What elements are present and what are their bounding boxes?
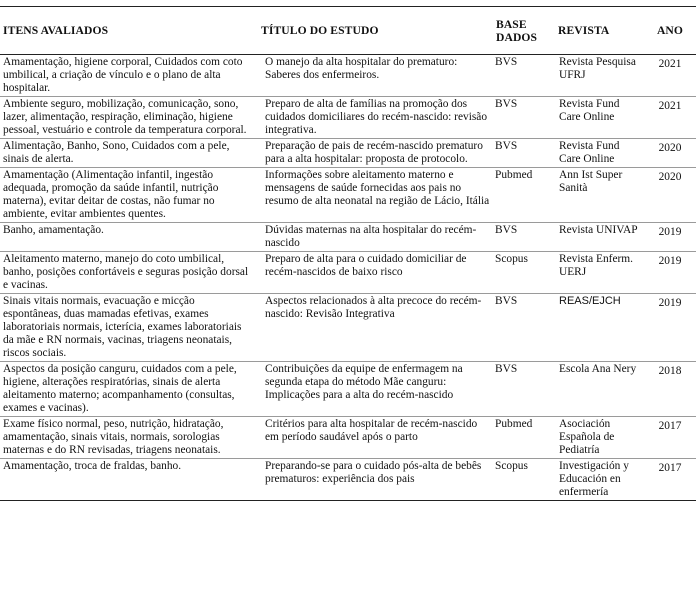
table-header-row: ITENS AVALIADOS TÍTULO DO ESTUDO BASE DA… <box>0 6 696 55</box>
cell-titulo: Preparação de pais de recém-nascido prem… <box>265 140 483 165</box>
header-ano: ANO <box>656 24 684 37</box>
cell-ano: 2020 <box>658 142 682 154</box>
cell-revista: Escola Ana Nery <box>559 363 637 375</box>
cell-ano: 2021 <box>658 58 682 70</box>
cell-base: BVS <box>495 140 518 152</box>
table-body: Amamentação, higiene corporal, Cuidados … <box>0 55 696 501</box>
cell-titulo: Preparo de alta de famílias na promoção … <box>265 98 488 136</box>
table-row: Banho, amamentação. Dúvidas maternas na a… <box>0 223 696 252</box>
header-itens: ITENS AVALIADOS <box>3 24 109 37</box>
cell-base: BVS <box>495 98 518 110</box>
cell-titulo: Aspectos relacionados à alta precoce do … <box>265 295 482 320</box>
cell-revista: Asociación Española de Pediatría <box>559 418 615 456</box>
table-row: Aleitamento materno, manejo do coto umbi… <box>0 252 696 294</box>
cell-base: Scopus <box>495 253 528 265</box>
cell-revista: REAS/EJCH <box>559 295 621 307</box>
cell-base: BVS <box>495 56 518 68</box>
cell-ano: 2017 <box>658 462 682 474</box>
cell-itens: Aleitamento materno, manejo do coto umbi… <box>3 253 249 291</box>
cell-itens: Alimentação, Banho, Sono, Cuidados com a… <box>3 140 230 165</box>
cell-ano: 2018 <box>658 365 682 377</box>
cell-ano: 2019 <box>658 255 682 267</box>
cell-ano: 2021 <box>658 100 682 112</box>
cell-itens: Amamentação, higiene corporal, Cuidados … <box>3 56 243 94</box>
table-row: Ambiente seguro, mobilização, comunicaçã… <box>0 97 696 139</box>
cell-base: Scopus <box>495 460 528 472</box>
cell-revista: Revista UNIVAP <box>559 224 638 236</box>
cell-itens: Exame físico normal, peso, nutrição, hid… <box>3 418 224 456</box>
cell-titulo: Dúvidas maternas na alta hospitalar do r… <box>265 224 477 249</box>
table-row: Exame físico normal, peso, nutrição, hid… <box>0 417 696 459</box>
cell-base: BVS <box>495 363 518 375</box>
cell-base: BVS <box>495 224 518 236</box>
table-row: Amamentação (Alimentação infantil, inges… <box>0 168 696 223</box>
cell-itens: Ambiente seguro, mobilização, comunicaçã… <box>3 98 247 136</box>
cell-titulo: Preparo de alta para o cuidado domicilia… <box>265 253 467 278</box>
cell-ano: 2017 <box>658 420 682 432</box>
header-titulo: TÍTULO DO ESTUDO <box>261 24 379 37</box>
cell-ano: 2019 <box>658 226 682 238</box>
table-row: Aspectos da posição canguru, cuidados co… <box>0 362 696 417</box>
cell-itens: Amamentação (Alimentação infantil, inges… <box>3 169 219 220</box>
cell-revista: Revista Fund Care Online <box>559 98 620 123</box>
cell-revista: Revista Pesquisa UFRJ <box>559 56 636 81</box>
cell-titulo: Contribuições da equipe de enfermagem na… <box>265 363 463 401</box>
studies-table: ITENS AVALIADOS TÍTULO DO ESTUDO BASE DA… <box>0 6 696 501</box>
cell-revista: Revista Fund Care Online <box>559 140 620 165</box>
cell-titulo: O manejo da alta hospitalar do prematuro… <box>265 56 458 81</box>
cell-itens: Sinais vitais normais, evacuação e micçã… <box>3 295 242 359</box>
cell-base: Pubmed <box>495 169 533 181</box>
cell-itens: Amamentação, troca de fraldas, banho. <box>3 460 182 472</box>
header-revista: REVISTA <box>558 24 610 37</box>
cell-base: Pubmed <box>495 418 533 430</box>
cell-revista: Ann Ist Super Sanità <box>559 169 623 194</box>
cell-itens: Banho, amamentação. <box>3 224 104 236</box>
cell-titulo: Critérios para alta hospitalar de recém-… <box>265 418 478 443</box>
cell-itens: Aspectos da posição canguru, cuidados co… <box>3 363 237 414</box>
table-row: Sinais vitais normais, evacuação e micçã… <box>0 294 696 362</box>
header-base: BASE DADOS <box>496 17 538 44</box>
cell-base: BVS <box>495 295 518 307</box>
cell-revista: Investigación y Educación en enfermería <box>559 460 629 498</box>
cell-revista: Revista Enferm. UERJ <box>559 253 634 278</box>
cell-ano: 2019 <box>658 297 682 309</box>
table-row: Amamentação, troca de fraldas, banho. Pre… <box>0 459 696 501</box>
cell-titulo: Informações sobre aleitamento materno e … <box>265 169 490 207</box>
table-row: Alimentação, Banho, Sono, Cuidados com a… <box>0 139 696 168</box>
table-row: Amamentação, higiene corporal, Cuidados … <box>0 55 696 97</box>
cell-ano: 2020 <box>658 171 682 183</box>
cell-titulo: Preparando-se para o cuidado pós-alta de… <box>265 460 482 485</box>
